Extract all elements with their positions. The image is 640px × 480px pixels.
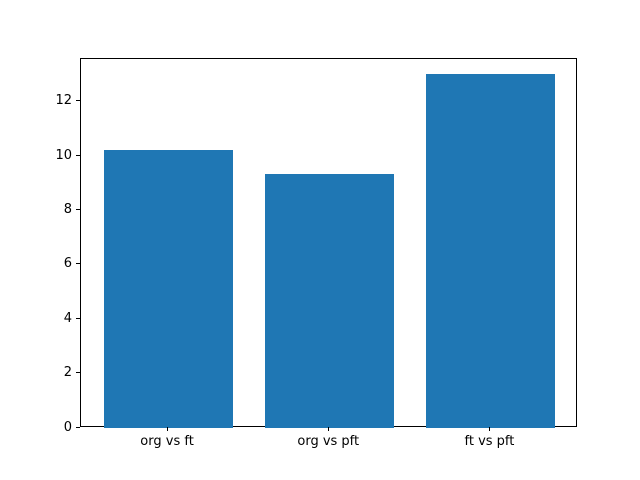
y-axis-tick-label: 12 bbox=[55, 93, 72, 109]
bar-org-vs-ft bbox=[103, 150, 233, 428]
x-axis-tick-label: org vs pft bbox=[297, 434, 360, 449]
x-axis-tick bbox=[327, 427, 329, 431]
y-axis-tick bbox=[76, 372, 80, 374]
y-axis-tick-label: 0 bbox=[63, 419, 72, 435]
y-axis-tick bbox=[76, 263, 80, 265]
x-axis-tick-label: org vs ft bbox=[140, 434, 194, 449]
y-axis-tick-label: 2 bbox=[63, 365, 72, 381]
plot-area bbox=[80, 57, 577, 428]
y-axis-tick bbox=[76, 209, 80, 211]
y-axis-tick-label: 8 bbox=[63, 202, 72, 218]
y-axis-tick-label: 4 bbox=[63, 310, 72, 326]
x-axis-tick-label: ft vs pft bbox=[464, 434, 515, 449]
y-axis-tick bbox=[76, 154, 80, 156]
x-axis-tick bbox=[488, 427, 490, 431]
bar-org-vs-pft bbox=[264, 173, 394, 428]
bar-ft-vs-pft bbox=[425, 73, 555, 428]
x-axis-tick bbox=[166, 427, 168, 431]
y-axis-tick bbox=[76, 317, 80, 319]
y-axis-tick-label: 6 bbox=[63, 256, 72, 272]
y-axis-tick bbox=[76, 426, 80, 428]
y-axis-tick bbox=[76, 100, 80, 102]
y-axis-tick-label: 10 bbox=[55, 147, 72, 163]
